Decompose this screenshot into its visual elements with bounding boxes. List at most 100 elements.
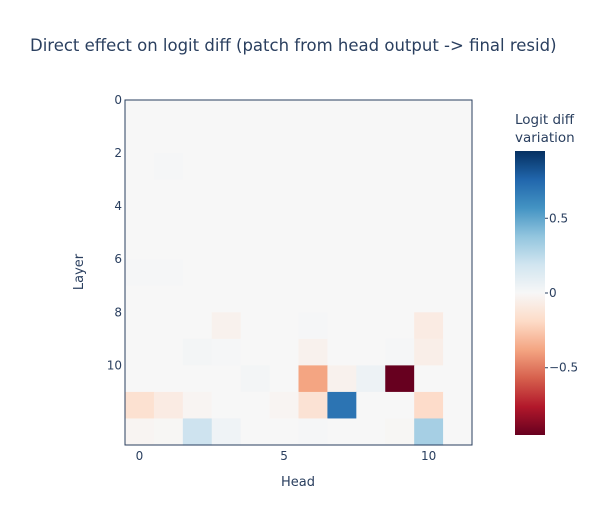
heatmap-cell <box>385 391 415 420</box>
heatmap-cell <box>182 365 213 393</box>
heatmap-cell <box>240 418 271 446</box>
heatmap-cell <box>211 391 242 420</box>
y-axis-ticks: 0 2 4 6 8 10 <box>107 93 122 372</box>
heatmap-cell <box>443 179 473 207</box>
heatmap-cell <box>385 179 415 207</box>
heatmap-cell <box>125 100 155 128</box>
heatmap-cell <box>414 285 444 313</box>
heatmap-cell <box>269 100 300 128</box>
heatmap-cell <box>211 206 242 234</box>
heatmap-cell <box>414 312 444 340</box>
heatmap-cell <box>414 153 444 181</box>
heatmap-cell <box>385 285 415 313</box>
x-axis-ticks: 0 5 10 <box>136 449 437 463</box>
heatmap-cell <box>443 126 473 154</box>
heatmap-cell <box>443 365 473 393</box>
heatmap-cell <box>269 232 300 260</box>
y-tick-label: 4 <box>114 199 122 213</box>
heatmap-cell <box>414 365 444 393</box>
heatmap-cell <box>414 391 444 420</box>
heatmap-cell <box>182 100 213 128</box>
y-tick-label: 6 <box>114 252 122 266</box>
heatmap-cell <box>240 126 271 154</box>
heatmap-cell <box>298 259 329 287</box>
heatmap-cell <box>385 259 415 287</box>
heatmap-cell <box>240 206 271 234</box>
heatmap-cell <box>269 179 300 207</box>
heatmap-cell <box>240 232 271 260</box>
heatmap-cell <box>414 179 444 207</box>
heatmap-cell <box>414 126 444 154</box>
heatmap-cell <box>356 179 386 207</box>
heatmap-cell <box>182 126 213 154</box>
heatmap-cell <box>298 418 329 446</box>
heatmap-cell <box>443 153 473 181</box>
heatmap-cell <box>182 153 213 181</box>
heatmap-cell <box>356 365 386 393</box>
y-tick-label: 0 <box>114 93 122 107</box>
heatmap-cell <box>414 100 444 128</box>
heatmap-cell <box>356 100 386 128</box>
heatmap-cell <box>153 365 184 393</box>
heatmap-cell <box>153 338 184 366</box>
heatmap-cell <box>153 259 184 287</box>
heatmap-cell <box>298 100 329 128</box>
heatmap-cell <box>153 179 184 207</box>
heatmap-cell <box>443 285 473 313</box>
y-tick-label: 2 <box>114 146 122 160</box>
heatmap-cell <box>327 285 357 313</box>
heatmap-cell <box>211 259 242 287</box>
heatmap-cell <box>298 285 329 313</box>
heatmap-cell <box>327 179 357 207</box>
heatmap-cell <box>125 365 155 393</box>
heatmap-cell <box>211 179 242 207</box>
heatmap-cell <box>153 232 184 260</box>
heatmap-cell <box>269 338 300 366</box>
y-tick-label: 8 <box>114 305 122 319</box>
heatmap-cell <box>211 365 242 393</box>
heatmap-cell <box>125 206 155 234</box>
heatmap-cell <box>356 418 386 446</box>
heatmap-cell <box>269 418 300 446</box>
heatmap-cell <box>240 285 271 313</box>
heatmap-cell <box>327 338 357 366</box>
heatmap-cell <box>240 100 271 128</box>
heatmap-cell <box>153 285 184 313</box>
heatmap-cell <box>298 312 329 340</box>
colorbar-tick-label: 0 <box>549 286 557 300</box>
heatmap-cell <box>240 153 271 181</box>
heatmap-cell <box>153 153 184 181</box>
heatmap-cell <box>182 391 213 420</box>
heatmap-cell <box>443 232 473 260</box>
heatmap-cell <box>327 259 357 287</box>
heatmap-cell <box>153 126 184 154</box>
heatmap-cell <box>211 126 242 154</box>
x-tick-label: 10 <box>421 449 436 463</box>
heatmap-cell <box>327 126 357 154</box>
heatmap-cell <box>298 365 329 393</box>
heatmap-cell <box>240 338 271 366</box>
heatmap-cell <box>211 285 242 313</box>
heatmap-cell <box>356 259 386 287</box>
heatmap-cell <box>385 312 415 340</box>
heatmap-cell <box>269 285 300 313</box>
heatmap-cell <box>356 153 386 181</box>
heatmap-cell <box>298 179 329 207</box>
colorbar-title-line-2: variation <box>515 130 575 146</box>
heatmap-cell <box>327 312 357 340</box>
heatmap-cell <box>269 312 300 340</box>
heatmap-cell <box>385 126 415 154</box>
heatmap-cell <box>125 259 155 287</box>
y-tick-label: 10 <box>107 358 122 372</box>
heatmap-cell <box>298 153 329 181</box>
heatmap-cell <box>356 232 386 260</box>
heatmap-cell <box>385 153 415 181</box>
x-tick-label: 0 <box>136 449 144 463</box>
heatmap-cell <box>211 100 242 128</box>
heatmap-cell <box>356 312 386 340</box>
heatmap-cell <box>240 391 271 420</box>
heatmap-cell <box>269 259 300 287</box>
heatmap-cell <box>153 312 184 340</box>
